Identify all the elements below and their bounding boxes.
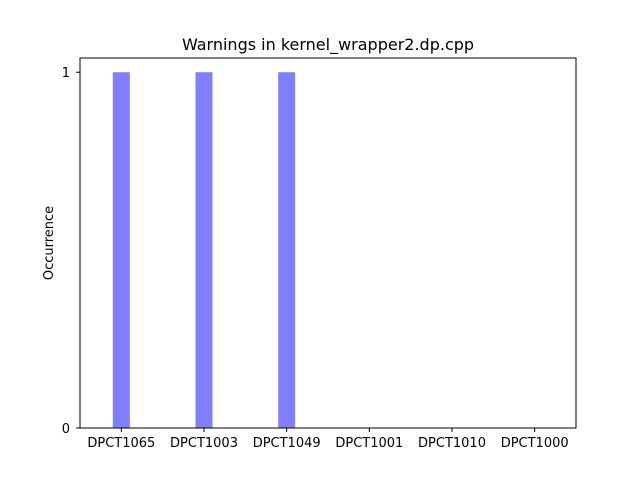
chart-title: Warnings in kernel_wrapper2.dp.cpp (182, 35, 474, 55)
x-tick-label: DPCT1065 (87, 436, 155, 451)
y-tick-label: 0 (62, 422, 70, 437)
y-axis-label: Occurrence (42, 206, 57, 280)
bars-group (112, 72, 296, 428)
plot-frame (79, 57, 577, 429)
bar-dpct1003 (195, 72, 213, 428)
ticks-group: DPCT1065 DPCT1003 DPCT1049 DPCT1001 DPCT1010… (62, 66, 569, 451)
bar-dpct1049 (278, 72, 296, 428)
x-tick-label: DPCT1010 (418, 436, 486, 451)
x-tick-label: DPCT1003 (170, 436, 238, 451)
x-tick-label: DPCT1000 (501, 436, 569, 451)
x-tick-label: DPCT1049 (253, 436, 321, 451)
x-tick-label: DPCT1001 (335, 436, 403, 451)
bar-dpct1065 (112, 72, 130, 428)
y-tick-label: 1 (62, 66, 70, 81)
